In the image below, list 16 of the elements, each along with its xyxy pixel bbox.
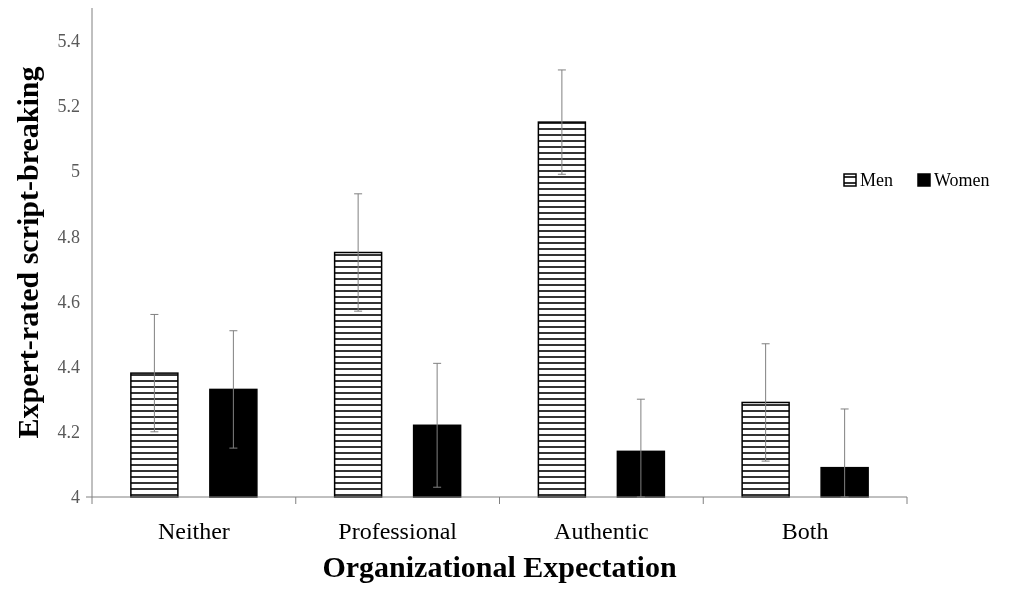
x-axis-title: Organizational Expectation (322, 550, 677, 583)
y-tick-label: 5 (71, 161, 80, 182)
y-tick-label: 4.2 (57, 422, 80, 443)
x-tick-label: Professional (338, 518, 458, 544)
legend-label: Women (934, 170, 990, 191)
y-tick-label: 4 (71, 487, 80, 508)
y-tick-label: 5.4 (57, 30, 80, 51)
y-tick-label: 4.4 (57, 356, 80, 377)
y-tick-label: 4.8 (57, 226, 80, 247)
y-tick-label: 4.6 (57, 291, 80, 312)
x-tick-label: Authentic (554, 518, 649, 544)
x-tick-label: Both (781, 518, 829, 544)
y-tick-label: 5.2 (57, 96, 80, 117)
y-axis-title: Expert-rated script-breaking (11, 66, 44, 439)
legend-label: Men (860, 170, 893, 191)
x-tick-label: Neither (157, 518, 230, 544)
